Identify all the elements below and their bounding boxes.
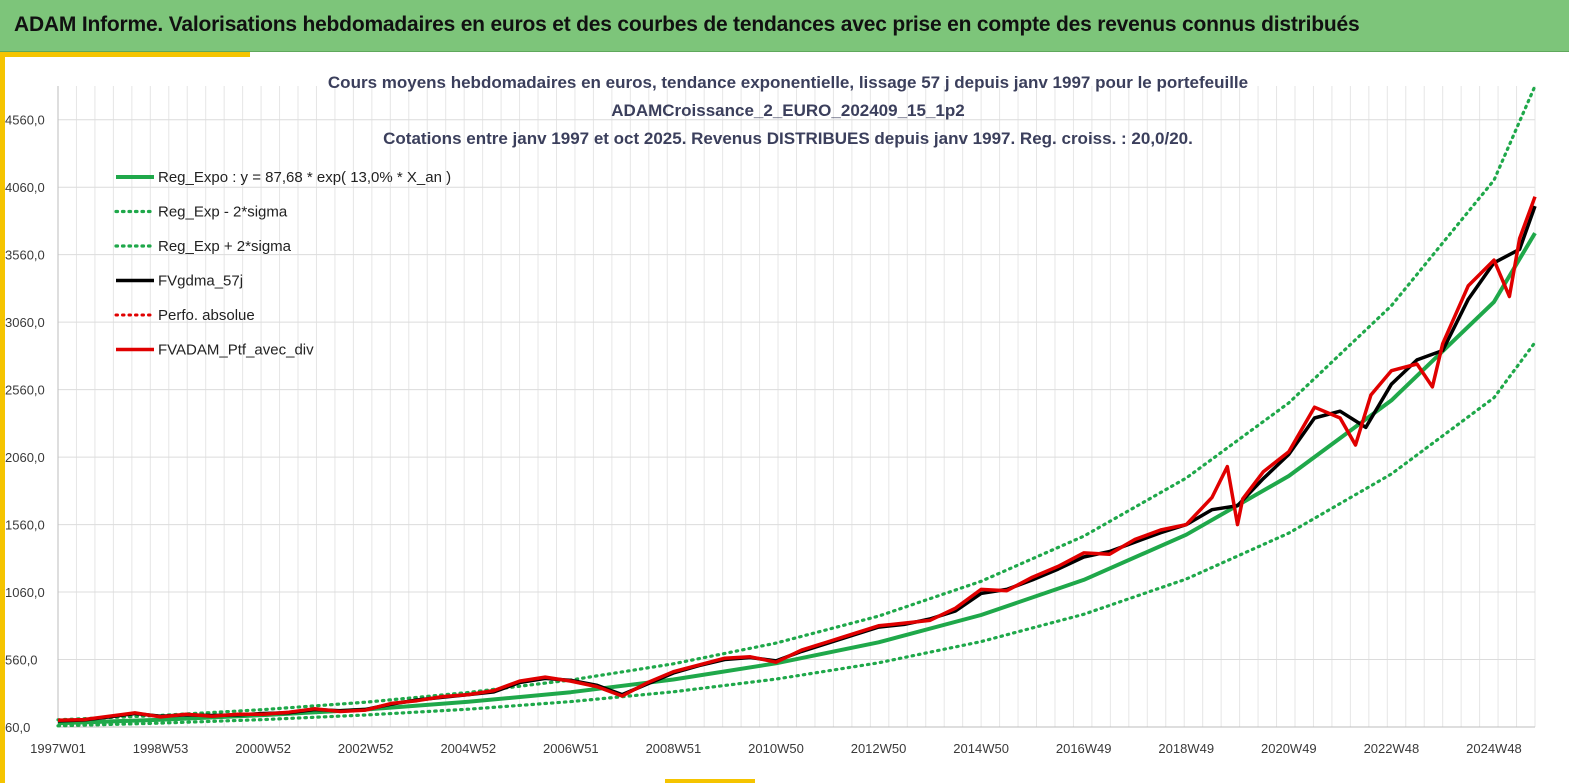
x-tick-label: 2000W52 bbox=[235, 741, 291, 756]
legend-label: FVADAM_Ptf_avec_div bbox=[158, 342, 314, 359]
x-tick-label: 2016W49 bbox=[1056, 741, 1112, 756]
y-tick-label: 560,0 bbox=[5, 653, 38, 668]
legend-label: FVgdma_57j bbox=[158, 273, 243, 290]
y-tick-label: 60,0 bbox=[5, 720, 30, 735]
chart-title-line-1: Cours moyens hebdomadaires en euros, ten… bbox=[328, 73, 1248, 92]
series-line-5 bbox=[57, 196, 1537, 723]
header-banner: ADAM Informe. Valorisations hebdomadaire… bbox=[0, 0, 1569, 52]
legend-label: Reg_Exp - 2*sigma bbox=[158, 204, 288, 221]
y-tick-label: 2560,0 bbox=[5, 383, 45, 398]
x-tick-label: 2018W49 bbox=[1158, 741, 1214, 756]
legend-label: Reg_Expo : y = 87,68 * exp( 13,0% * X_an… bbox=[158, 169, 451, 186]
y-tick-label: 3060,0 bbox=[5, 315, 45, 330]
chart-title-line-3: Cotations entre janv 1997 et oct 2025. R… bbox=[383, 129, 1193, 148]
x-tick-label: 2008W51 bbox=[646, 741, 702, 756]
y-tick-label: 4560,0 bbox=[5, 113, 45, 128]
y-tick-label: 1560,0 bbox=[5, 518, 45, 533]
x-tick-label: 2020W49 bbox=[1261, 741, 1317, 756]
legend: Reg_Expo : y = 87,68 * exp( 13,0% * X_an… bbox=[114, 169, 451, 359]
x-tick-label: 1998W53 bbox=[133, 741, 189, 756]
y-tick-label: 1060,0 bbox=[5, 585, 45, 600]
y-tick-label: 3560,0 bbox=[5, 248, 45, 263]
x-tick-label: 2022W48 bbox=[1364, 741, 1420, 756]
x-tick-label: 2002W52 bbox=[338, 741, 394, 756]
y-tick-label: 4060,0 bbox=[5, 180, 45, 195]
x-tick-label: 2024W48 bbox=[1466, 741, 1522, 756]
legend-label: Perfo. absolue bbox=[158, 307, 255, 324]
chart-title: Cours moyens hebdomadaires en euros, ten… bbox=[328, 73, 1248, 148]
series-lines bbox=[56, 84, 1537, 728]
series-line-0 bbox=[57, 232, 1537, 726]
x-tick-label: 2010W50 bbox=[748, 741, 804, 756]
accent-bar bbox=[0, 52, 250, 57]
page-title: ADAM Informe. Valorisations hebdomadaire… bbox=[14, 13, 1360, 36]
y-axis: 60,0 560,0 1060,0 1560,0 2060,0 2560,0 3060,0 3… bbox=[5, 113, 45, 735]
x-axis: 1997W01 1998W53 2000W52 2002W52 2004W52 2006W… bbox=[30, 741, 1522, 756]
series-line-2 bbox=[56, 84, 1537, 722]
x-tick-label: 2006W51 bbox=[543, 741, 599, 756]
chart-title-line-2: ADAMCroissance_2_EURO_202409_15_1p2 bbox=[611, 101, 964, 120]
legend-label: Reg_Exp + 2*sigma bbox=[158, 238, 292, 255]
series-line-1 bbox=[56, 340, 1537, 728]
accent-bottom-mark bbox=[665, 779, 755, 783]
x-tick-label: 2004W52 bbox=[440, 741, 496, 756]
x-tick-label: 1997W01 bbox=[30, 741, 86, 756]
x-tick-label: 2014W50 bbox=[953, 741, 1009, 756]
accent-left-border bbox=[0, 52, 5, 783]
x-tick-label: 2012W50 bbox=[851, 741, 907, 756]
y-tick-label: 2060,0 bbox=[5, 450, 45, 465]
